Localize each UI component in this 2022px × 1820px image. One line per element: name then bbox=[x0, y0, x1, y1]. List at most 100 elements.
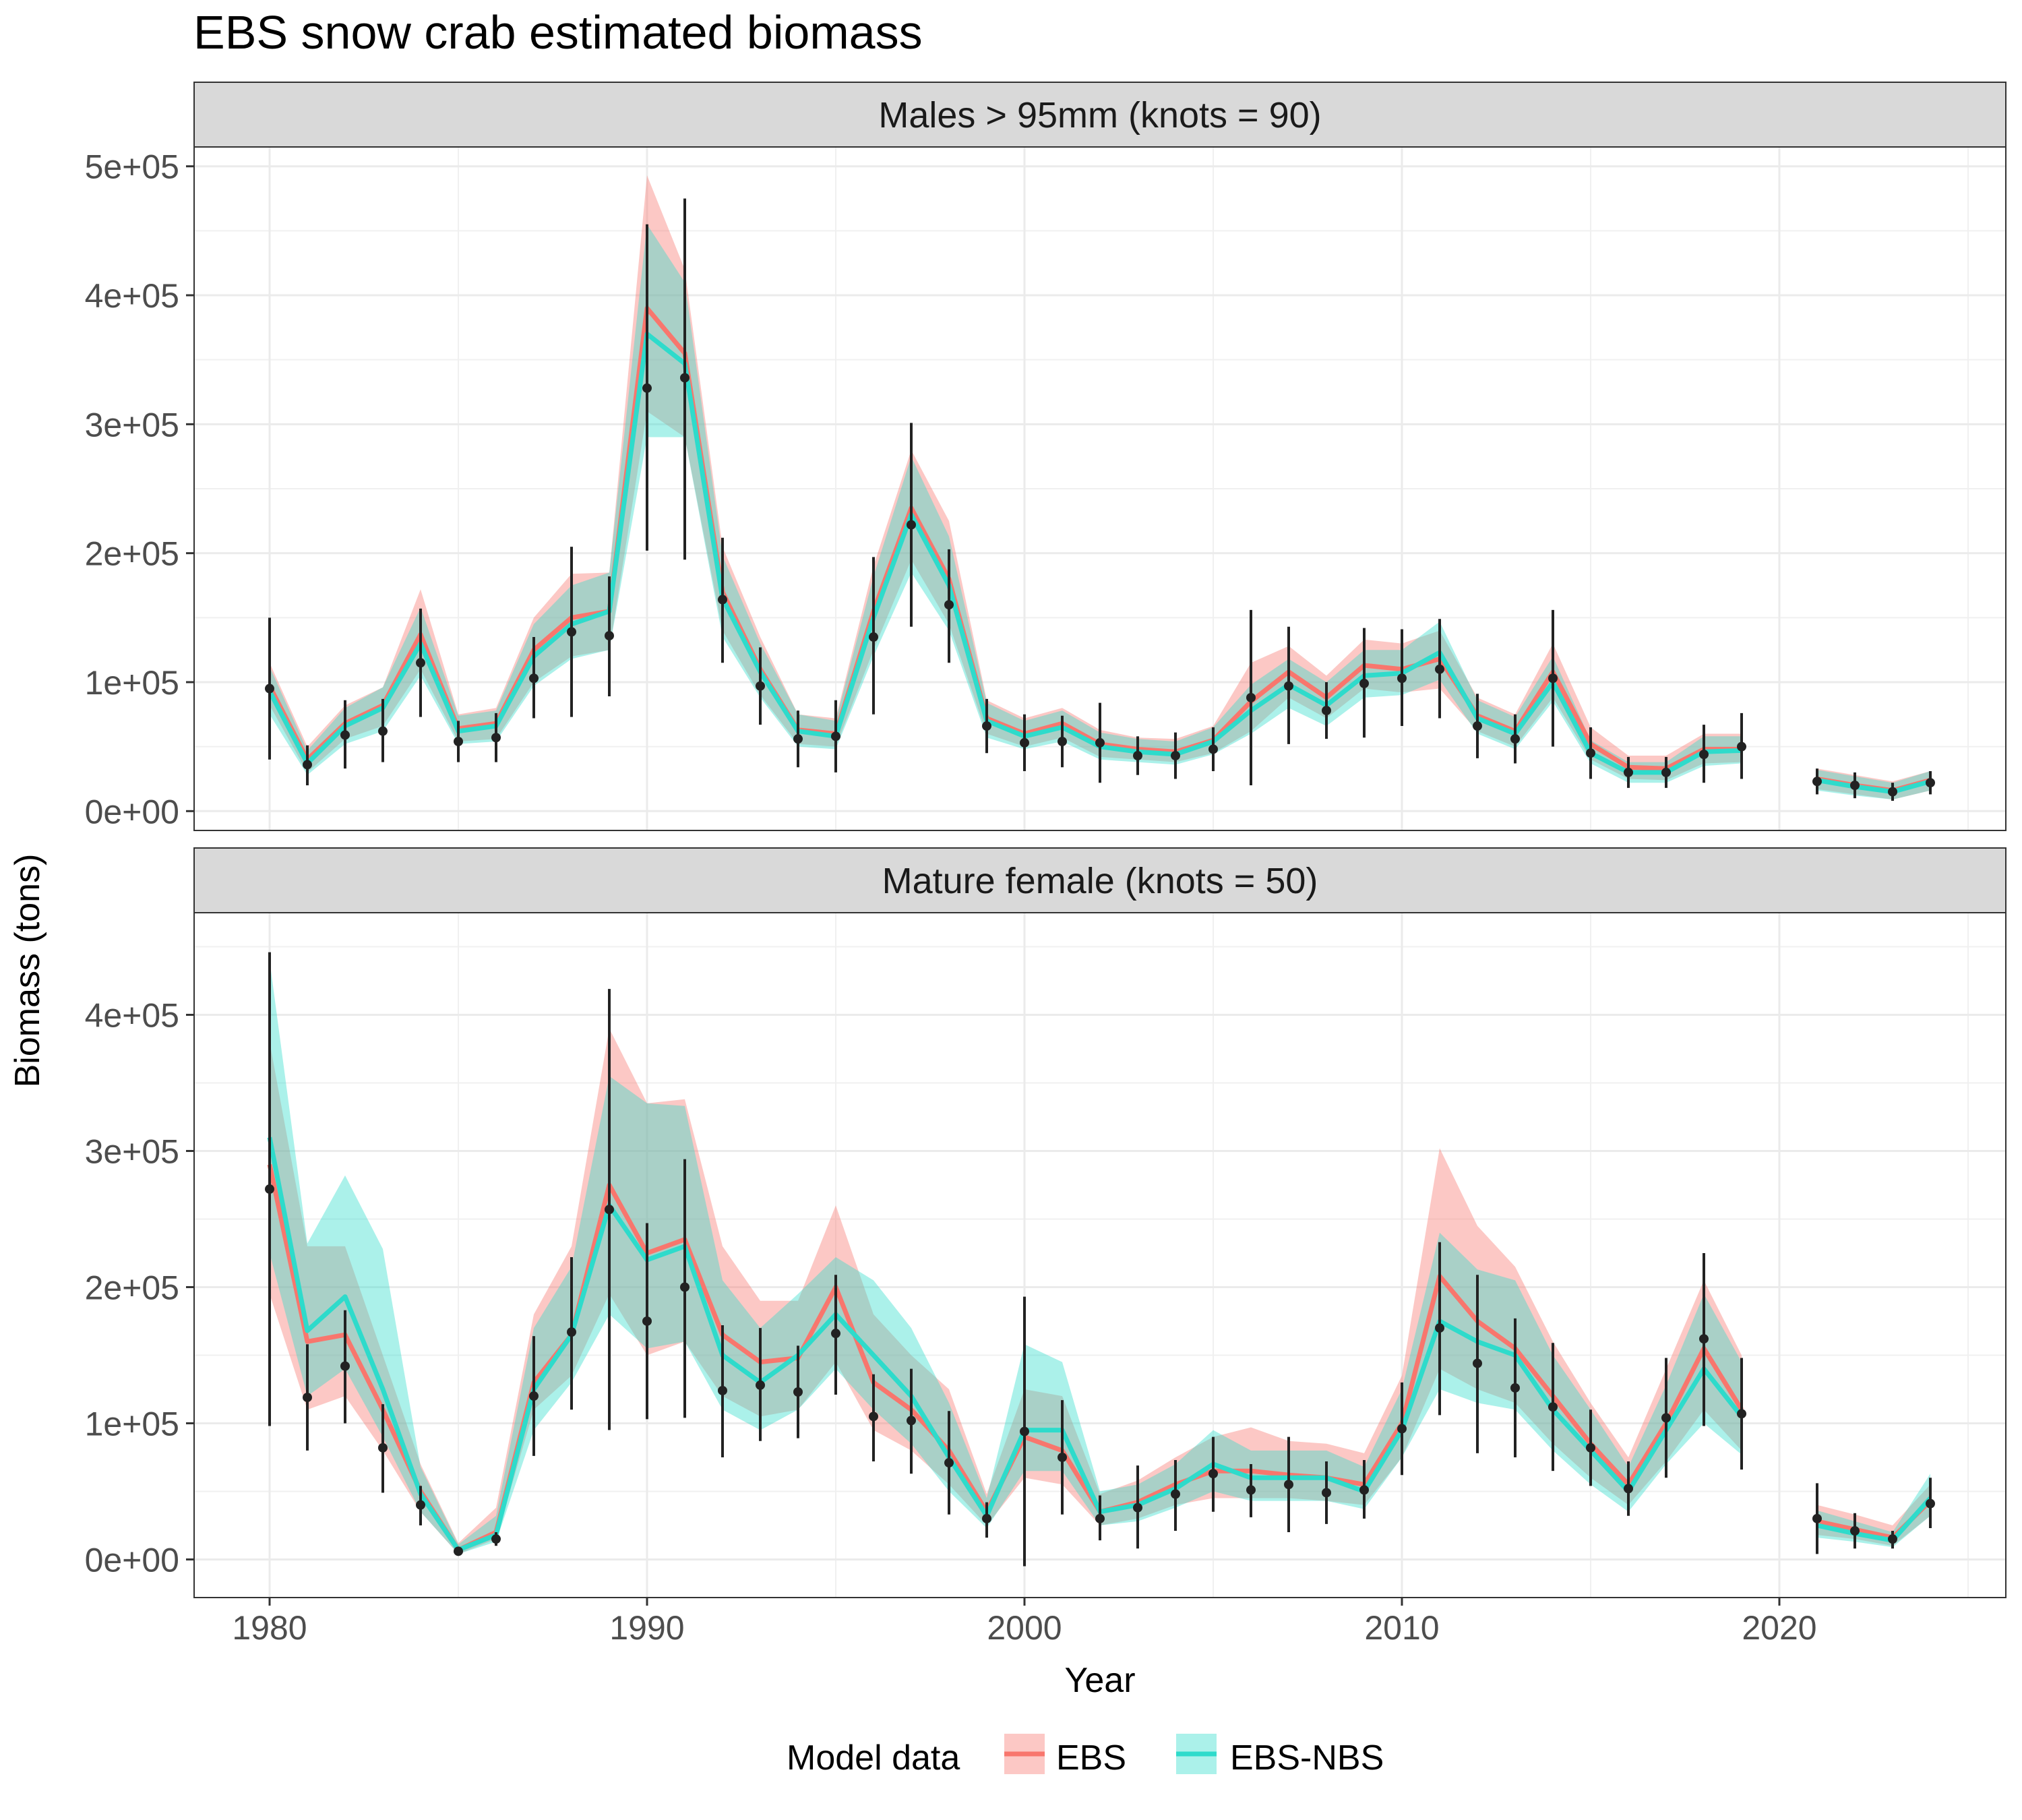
x-tick-label: 2020 bbox=[1742, 1609, 1816, 1647]
x-tick-label: 2010 bbox=[1364, 1609, 1439, 1647]
observed-point bbox=[907, 520, 916, 530]
observed-point bbox=[869, 632, 878, 642]
observed-point bbox=[303, 1393, 312, 1403]
observed-point bbox=[567, 1327, 576, 1337]
chart-title: EBS snow crab estimated biomass bbox=[193, 6, 923, 59]
observed-point bbox=[1510, 1383, 1520, 1393]
observed-point bbox=[567, 627, 576, 637]
observed-point bbox=[1095, 1513, 1105, 1523]
observed-point bbox=[1473, 1358, 1482, 1368]
gridlines-1 bbox=[194, 147, 2006, 830]
observed-point bbox=[1888, 1534, 1897, 1544]
observed-point bbox=[416, 658, 425, 668]
legend-key-ebs-nbs: EBS-NBS bbox=[1176, 1734, 1384, 1778]
observed-point bbox=[529, 673, 539, 684]
observed-point bbox=[1322, 706, 1331, 716]
observed-point bbox=[378, 726, 388, 736]
series-line-ebs-nbs bbox=[267, 1136, 1744, 1552]
observed-point bbox=[491, 733, 501, 743]
x-tick-label: 1980 bbox=[232, 1609, 307, 1647]
y-tick-label: 1e+05 bbox=[85, 664, 179, 702]
observed-point bbox=[1397, 673, 1407, 684]
observed-point bbox=[982, 1513, 991, 1523]
ribbon-ebs bbox=[1817, 768, 1930, 800]
observed-point bbox=[1058, 1452, 1067, 1462]
observed-point bbox=[340, 730, 350, 740]
observed-point bbox=[303, 760, 312, 770]
facet-panel-1: Males > 95mm (knots = 90) 0e+00 1e+05 2e+05… bbox=[85, 82, 2006, 831]
facet-strip-label-1: Males > 95mm (knots = 90) bbox=[878, 95, 1321, 135]
observed-point bbox=[1171, 1489, 1180, 1499]
observed-point bbox=[831, 1329, 840, 1339]
observed-point bbox=[1850, 781, 1860, 791]
observed-point bbox=[416, 1500, 425, 1510]
observed-point bbox=[982, 721, 991, 731]
observed-point bbox=[1435, 664, 1444, 674]
observed-point bbox=[793, 1387, 803, 1397]
facet-strip-label-2: Mature female (knots = 50) bbox=[882, 861, 1318, 901]
observed-point bbox=[1699, 1334, 1709, 1344]
observed-point bbox=[1586, 748, 1595, 758]
observed-point bbox=[1548, 673, 1558, 684]
observed-point bbox=[605, 631, 614, 641]
ribbon-ebs-nbs bbox=[1817, 770, 1930, 800]
observed-point bbox=[1926, 1498, 1935, 1509]
observed-point bbox=[265, 684, 274, 694]
observed-point bbox=[491, 1534, 501, 1544]
facet-strip-1 bbox=[193, 82, 2006, 148]
observed-point bbox=[1473, 721, 1482, 731]
observed-point bbox=[454, 1546, 463, 1556]
observed-point bbox=[831, 731, 840, 741]
observed-point bbox=[642, 383, 652, 393]
y-axis-label: Biomass (tons) bbox=[8, 854, 47, 1088]
observed-point bbox=[944, 600, 954, 610]
y-tick-label: 5e+05 bbox=[85, 148, 179, 186]
observed-point bbox=[944, 1458, 954, 1468]
observed-point bbox=[1926, 778, 1935, 788]
y-tick-label: 0e+00 bbox=[85, 793, 179, 830]
observed-point bbox=[529, 1391, 539, 1401]
x-tick-label: 1990 bbox=[609, 1609, 684, 1647]
observed-point bbox=[340, 1361, 350, 1371]
x-tick-label: 2000 bbox=[987, 1609, 1062, 1647]
panel-border-1 bbox=[193, 146, 2006, 831]
observed-point bbox=[1095, 737, 1105, 748]
series-line-ebs-nbs bbox=[267, 331, 1742, 775]
x-axis-label: Year bbox=[1064, 1661, 1135, 1700]
observed-point bbox=[1624, 1484, 1633, 1494]
observed-point bbox=[1397, 1424, 1407, 1434]
facet-panels: Males > 95mm (knots = 90) 0e+00 1e+05 2e+05… bbox=[85, 82, 2006, 1647]
observed-point bbox=[1171, 751, 1180, 761]
observed-point bbox=[1510, 734, 1520, 744]
observed-point bbox=[642, 1316, 652, 1326]
observed-point bbox=[1661, 767, 1671, 777]
observed-point bbox=[1322, 1488, 1331, 1498]
observed-point bbox=[756, 681, 765, 691]
observed-point bbox=[1888, 787, 1897, 797]
series-line-ebs-nbs bbox=[1816, 777, 1931, 795]
observed-point bbox=[1737, 1409, 1746, 1419]
y-tick-label: 4e+05 bbox=[85, 996, 179, 1034]
observed-point bbox=[1020, 1426, 1029, 1436]
observed-point bbox=[1246, 692, 1256, 702]
observed-point bbox=[1284, 681, 1293, 691]
observed-point bbox=[1624, 767, 1633, 777]
observed-point bbox=[1020, 737, 1029, 748]
observed-point bbox=[1208, 744, 1218, 754]
observed-point bbox=[265, 1184, 274, 1194]
observed-point bbox=[1058, 736, 1067, 746]
observed-point bbox=[680, 1282, 690, 1292]
observed-point bbox=[454, 736, 463, 746]
observed-point bbox=[1359, 1485, 1369, 1495]
ribbon-ebs bbox=[270, 175, 1742, 781]
y-tick-label: 4e+05 bbox=[85, 277, 179, 315]
observed-point bbox=[605, 1205, 614, 1215]
y-tick-label: 3e+05 bbox=[85, 406, 179, 444]
observed-point bbox=[1208, 1469, 1218, 1479]
observed-point bbox=[1246, 1485, 1256, 1495]
observed-point bbox=[1133, 751, 1142, 761]
observed-point bbox=[1737, 741, 1746, 752]
observed-point bbox=[793, 734, 803, 744]
observed-point bbox=[1435, 1323, 1444, 1333]
